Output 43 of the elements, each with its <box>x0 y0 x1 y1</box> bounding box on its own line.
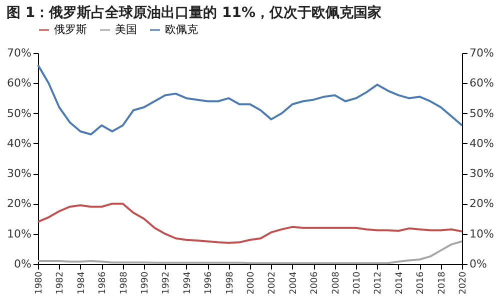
y-tick-label: 50% <box>7 106 32 120</box>
legend-label: 美国 <box>115 23 137 36</box>
x-tick-label: 2012 <box>374 272 384 294</box>
y2-tick-label: 10% <box>470 227 494 240</box>
y2-tick-label: 50% <box>470 106 494 120</box>
y-tick-label: 40% <box>7 136 32 150</box>
legend-label: 欧佩克 <box>165 23 198 36</box>
x-tick-label: 2020 <box>458 271 468 294</box>
x-tick-label: 1980 <box>34 271 44 294</box>
line-series <box>37 64 463 136</box>
x-tick-label: 2008 <box>331 271 342 294</box>
y2-tick-label: 60% <box>470 76 494 90</box>
y2-tick-label: 0% <box>470 258 487 270</box>
x-tick-label: 1986 <box>98 271 108 294</box>
x-tick-label: 1998 <box>225 271 236 294</box>
x-tick-label: 1992 <box>162 272 172 294</box>
legend-label: 俄罗斯 <box>54 23 87 36</box>
x-tick-label: 2002 <box>268 272 278 294</box>
y-tick-label: 20% <box>7 197 32 210</box>
y2-tick-label: 30% <box>470 167 494 180</box>
y-tick-label: 70% <box>7 46 32 60</box>
y-tick-label: 0% <box>14 258 32 270</box>
chart-title: 图 1：俄罗斯占全球原油出口量的 11%，仅次于欧佩克国家 <box>6 4 382 21</box>
x-tick-label: 2014 <box>394 271 405 294</box>
y2-tick-label: 20% <box>470 197 494 210</box>
x-tick-label: 1982 <box>56 272 66 294</box>
y2-tick-label: 40% <box>470 136 494 150</box>
x-tick-label: 1984 <box>76 271 87 294</box>
x-tick-label: 1988 <box>119 271 130 294</box>
y-tick-label: 60% <box>7 76 32 90</box>
line-series <box>37 202 463 244</box>
x-tick-label: 2016 <box>416 271 426 294</box>
x-tick-label: 2000 <box>246 271 256 294</box>
x-tick-label: 1996 <box>204 271 214 294</box>
x-tick-label: 2010 <box>352 271 362 294</box>
x-tick-label: 1994 <box>182 271 193 294</box>
x-tick-label: 1990 <box>140 271 150 294</box>
x-tick-label: 2018 <box>437 271 448 294</box>
y-tick-label: 30% <box>7 167 32 180</box>
y2-tick-label: 70% <box>470 46 494 60</box>
x-tick-label: 2004 <box>288 271 299 294</box>
x-tick-label: 2006 <box>310 271 320 294</box>
y-tick-label: 10% <box>7 227 32 240</box>
